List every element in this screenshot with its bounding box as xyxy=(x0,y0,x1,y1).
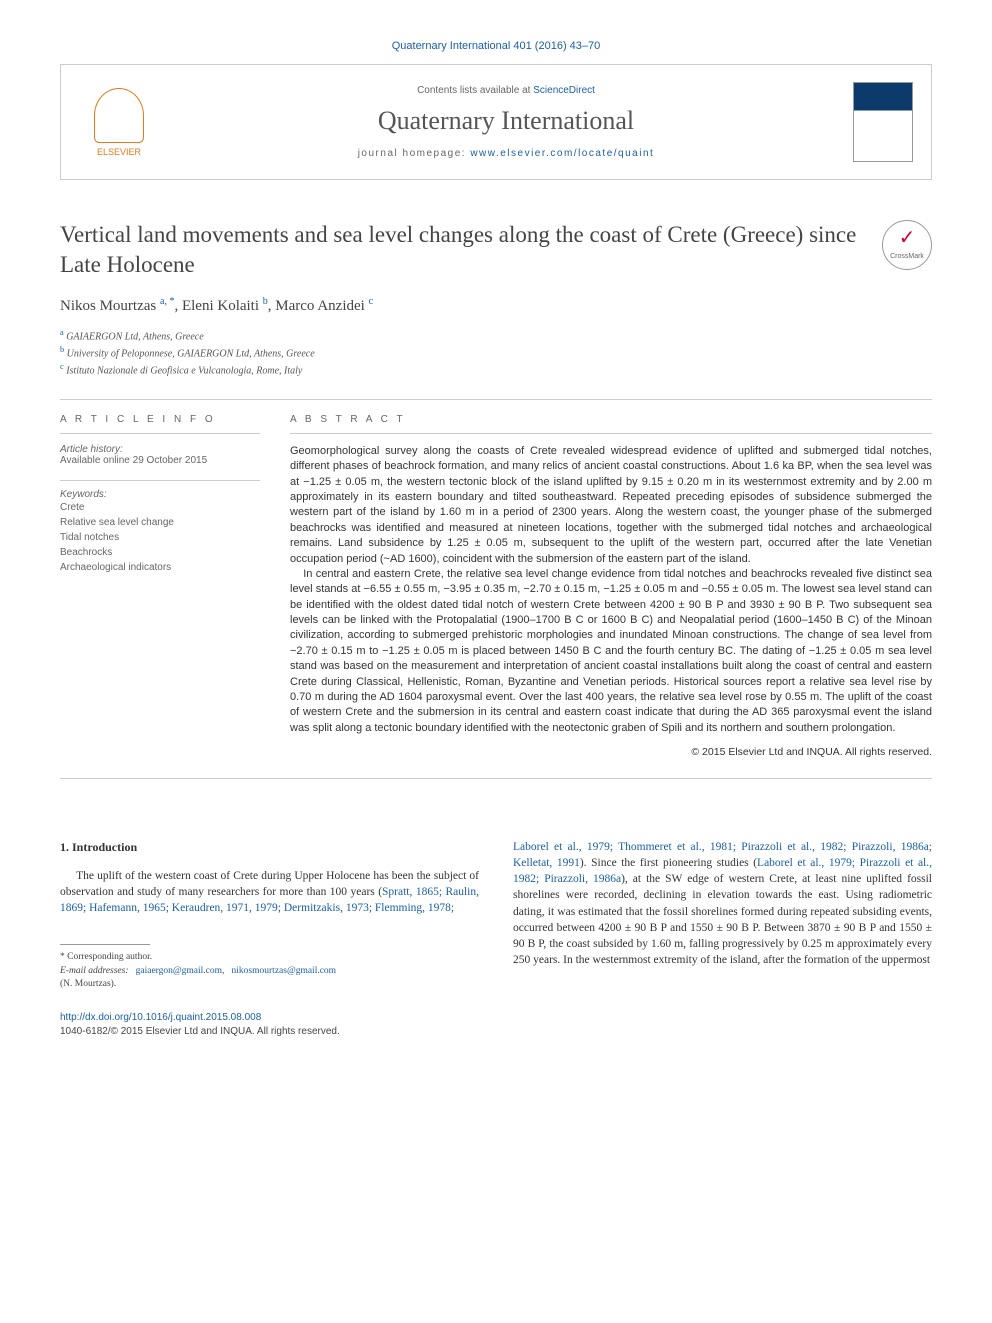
history-label: Article history: xyxy=(60,444,260,455)
keyword-3: Tidal notches xyxy=(60,530,260,545)
body-column-right: Laborel et al., 1979; Thommeret et al., … xyxy=(513,839,932,991)
publisher-label: ELSEVIER xyxy=(97,147,141,157)
article-info-block: A R T I C L E I N F O Article history: A… xyxy=(60,414,260,758)
contents-prefix: Contents lists available at xyxy=(417,85,533,96)
author-3: Marco Anzidei xyxy=(275,298,368,314)
aff-sup-a: a xyxy=(60,328,64,337)
affiliation-c: c Istituto Nazionale di Geofisica e Vulc… xyxy=(60,361,932,378)
journal-cover-thumbnail xyxy=(853,82,913,162)
affiliation-a: a GAIAERGON Ltd, Athens, Greece xyxy=(60,327,932,344)
history-text: Available online 29 October 2015 xyxy=(60,455,260,466)
author-1-aff: a, xyxy=(160,296,167,307)
intro-text-b: ). Since the first pioneering studies ( xyxy=(580,857,757,869)
crossmark-label: CrossMark xyxy=(890,253,924,260)
abstract-para-2: In central and eastern Crete, the relati… xyxy=(290,567,932,736)
corresponding-author-note: * Corresponding author. xyxy=(60,951,479,964)
doi-link[interactable]: http://dx.doi.org/10.1016/j.quaint.2015.… xyxy=(60,1012,261,1023)
author-2: Eleni Kolaiti xyxy=(182,298,263,314)
email-label: E-mail addresses: xyxy=(60,966,129,976)
homepage-link[interactable]: www.elsevier.com/locate/quaint xyxy=(470,148,654,159)
email-1-link[interactable]: gaiaergon@gmail.com xyxy=(136,966,222,976)
abstract-body: Geomorphological survey along the coasts… xyxy=(290,444,932,736)
email-line: E-mail addresses: gaiaergon@gmail.com, n… xyxy=(60,965,479,978)
homepage-prefix: journal homepage: xyxy=(358,148,471,159)
crossmark-badge[interactable]: CrossMark xyxy=(882,220,932,270)
info-divider xyxy=(60,480,260,481)
aff-sup-b: b xyxy=(60,345,64,354)
aff-sup-c: c xyxy=(60,362,64,371)
abstract-bottom-divider xyxy=(60,778,932,779)
journal-reference: Quaternary International 401 (2016) 43–7… xyxy=(60,40,932,52)
intro-para-right: Laborel et al., 1979; Thommeret et al., … xyxy=(513,839,932,968)
abstract-heading: A B S T R A C T xyxy=(290,414,932,434)
journal-name: Quaternary International xyxy=(159,106,853,136)
contents-list-line: Contents lists available at ScienceDirec… xyxy=(159,85,853,96)
footnote-separator xyxy=(60,944,150,945)
author-3-aff: c xyxy=(369,296,373,307)
keyword-4: Beachrocks xyxy=(60,545,260,560)
abstract-copyright: © 2015 Elsevier Ltd and INQUA. All right… xyxy=(290,746,932,758)
abstract-para-1: Geomorphological survey along the coasts… xyxy=(290,444,932,567)
email-2-link[interactable]: nikosmourtzas@gmail.com xyxy=(232,966,337,976)
homepage-line: journal homepage: www.elsevier.com/locat… xyxy=(159,148,853,159)
elsevier-tree-icon xyxy=(94,88,144,143)
body-columns: 1. Introduction The uplift of the wester… xyxy=(60,839,932,991)
abstract-block: A B S T R A C T Geomorphological survey … xyxy=(290,414,932,758)
article-info-heading: A R T I C L E I N F O xyxy=(60,414,260,434)
affiliations-block: a GAIAERGON Ltd, Athens, Greece b Univer… xyxy=(60,327,932,379)
intro-text-c: ), at the SW edge of western Crete, at l… xyxy=(513,873,932,965)
article-title: Vertical land movements and sea level ch… xyxy=(60,220,872,280)
body-column-left: 1. Introduction The uplift of the wester… xyxy=(60,839,479,991)
sciencedirect-link[interactable]: ScienceDirect xyxy=(533,85,595,96)
footnotes-block: * Corresponding author. E-mail addresses… xyxy=(60,951,479,991)
email-tail: (N. Mourtzas). xyxy=(60,978,479,991)
keyword-1: Crete xyxy=(60,500,260,515)
keywords-list: Crete Relative sea level change Tidal no… xyxy=(60,500,260,575)
journal-masthead: ELSEVIER Contents lists available at Sci… xyxy=(60,64,932,180)
section-1-heading: 1. Introduction xyxy=(60,839,479,856)
intro-para-left: The uplift of the western coast of Crete… xyxy=(60,868,479,916)
masthead-center: Contents lists available at ScienceDirec… xyxy=(159,85,853,159)
issn-copyright-line: 1040-6182/© 2015 Elsevier Ltd and INQUA.… xyxy=(60,1026,340,1037)
keyword-2: Relative sea level change xyxy=(60,515,260,530)
keywords-label: Keywords: xyxy=(60,489,260,500)
elsevier-logo: ELSEVIER xyxy=(79,77,159,167)
author-1: Nikos Mourtzas xyxy=(60,298,160,314)
keyword-5: Archaeological indicators xyxy=(60,560,260,575)
affiliation-b: b University of Peloponnese, GAIAERGON L… xyxy=(60,344,932,361)
bottom-meta: http://dx.doi.org/10.1016/j.quaint.2015.… xyxy=(60,1011,932,1039)
authors-line: Nikos Mourtzas a, *, Eleni Kolaiti b, Ma… xyxy=(60,296,932,315)
